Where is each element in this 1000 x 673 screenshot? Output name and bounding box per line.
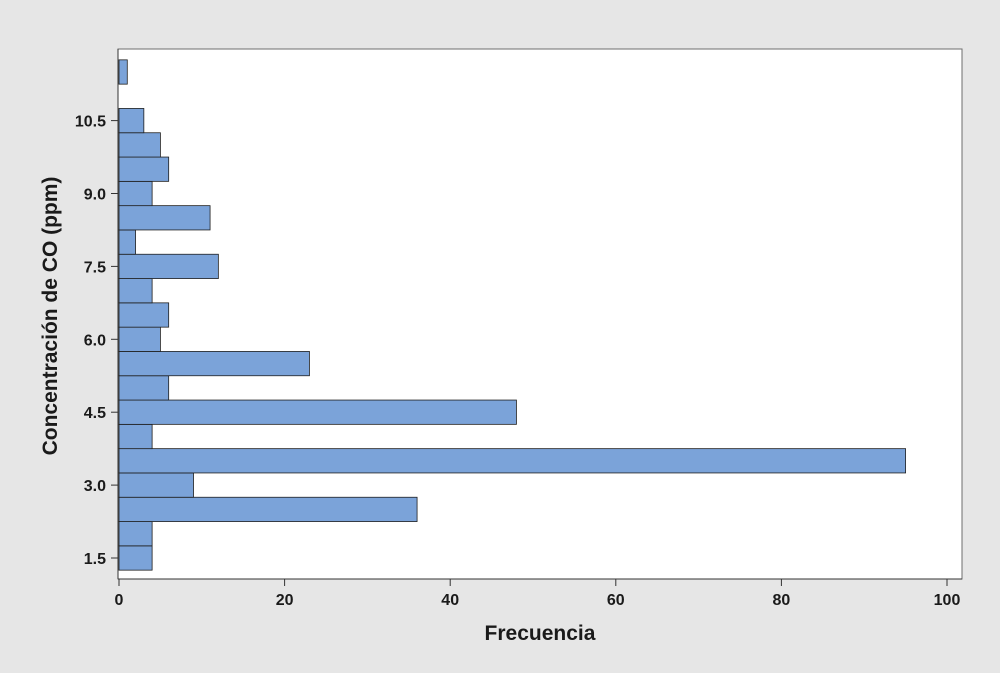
y-tick-label-2: 4.5 xyxy=(84,405,106,422)
bar-7 xyxy=(118,375,170,401)
bar-3 xyxy=(118,472,194,498)
y-axis-title: Concentración de CO (ppm) xyxy=(39,177,62,456)
bar-5 xyxy=(118,423,153,450)
bar-10 xyxy=(118,302,170,328)
bar-2 xyxy=(118,496,418,522)
x-tick-label-0: 0 xyxy=(115,592,124,609)
bar-17 xyxy=(118,132,161,158)
bar-12 xyxy=(118,253,219,279)
bar-0 xyxy=(118,545,153,571)
bar-1 xyxy=(118,521,153,547)
y-tick-label-3: 6.0 xyxy=(84,332,106,349)
y-tick-label-4: 7.5 xyxy=(84,259,106,276)
bar-18 xyxy=(118,108,145,134)
bar-16 xyxy=(118,156,170,182)
bar-9 xyxy=(118,326,161,352)
y-tick-label-6: 10.5 xyxy=(75,114,106,131)
bar-4 xyxy=(118,448,906,474)
axes-group: 0 20 40 60 80 100 1.5 3.0 4.5 6.0 7.5 9.0 10.5 xyxy=(75,49,962,609)
x-tick-label-1: 20 xyxy=(276,592,294,609)
x-tick-label-2: 40 xyxy=(441,592,459,609)
bar-15 xyxy=(118,180,153,207)
y-tick-label-1: 3.0 xyxy=(84,478,106,495)
bars-group xyxy=(118,59,906,571)
y-tick-label-5: 9.0 xyxy=(84,187,106,204)
y-tick-label-0: 1.5 xyxy=(84,551,106,568)
x-tick-label-4: 80 xyxy=(773,592,791,609)
plot-area xyxy=(117,48,963,580)
bar-11 xyxy=(118,278,153,304)
bar-14 xyxy=(118,205,211,231)
bar-19 xyxy=(118,59,128,85)
bar-8 xyxy=(118,351,310,377)
x-tick-label-5: 100 xyxy=(934,592,961,609)
x-axis-title: Frecuencia xyxy=(485,622,596,645)
x-tick-label-3: 60 xyxy=(607,592,625,609)
bar-13 xyxy=(118,229,136,255)
bar-6 xyxy=(118,399,517,425)
